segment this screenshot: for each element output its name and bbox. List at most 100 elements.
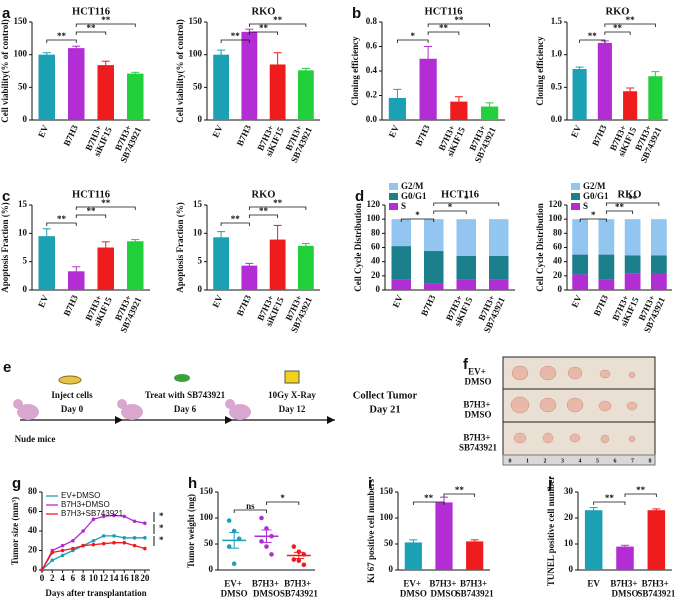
- point: [122, 514, 127, 519]
- x-tick-label: B7H3+ siKIF15: [255, 121, 286, 158]
- bar: [648, 76, 663, 120]
- row-label: EV+ DMSO: [465, 367, 492, 387]
- y-tick-label: 100: [14, 49, 28, 59]
- y-tick-label: 0: [389, 564, 394, 574]
- point: [122, 540, 127, 545]
- y-tick-label: 10: [193, 227, 203, 237]
- legend-label: B7H3+SB743921: [61, 509, 124, 518]
- sig-label: *: [280, 493, 285, 503]
- x-tick-label: 0: [40, 573, 45, 583]
- x-tick-label: B7H3: [413, 123, 432, 148]
- x-tick-label: 20: [140, 573, 150, 583]
- point: [81, 543, 85, 548]
- point: [91, 538, 96, 543]
- y-tick-label: 20: [553, 270, 563, 280]
- ruler-label: 1: [526, 458, 529, 464]
- panel-label: e: [3, 359, 11, 376]
- step-action: 10Gy X-Ray: [268, 390, 316, 400]
- bar: [597, 42, 612, 121]
- bar: [269, 239, 286, 290]
- legend-swatch: [571, 193, 580, 200]
- point: [81, 529, 85, 533]
- x-tick-label: B7H3+ DMSO: [252, 579, 281, 599]
- y-tick-label: 40: [28, 525, 38, 535]
- sig-label: *: [159, 511, 164, 521]
- x-tick-label: B7H3+ siKIF15: [610, 291, 641, 328]
- radiation-icon: [284, 370, 300, 384]
- arrow-head: [115, 416, 123, 424]
- x-tick-label: 18: [130, 573, 140, 583]
- y-tick-label: 50: [204, 538, 214, 548]
- bar: [97, 65, 115, 120]
- y-tick-label: 20: [371, 270, 381, 280]
- sig-bracket: [220, 39, 250, 43]
- bar-segment: [456, 279, 476, 290]
- sig-label: **: [231, 31, 241, 41]
- point: [143, 536, 147, 540]
- y-axis-title: Cell viability(% of control): [175, 19, 185, 123]
- sig-label: **: [57, 31, 67, 41]
- y-tick-label: 1.0: [551, 49, 563, 59]
- y-tick-label: 0: [33, 564, 38, 574]
- legend-label: G2/M: [401, 181, 424, 191]
- y-tick-label: 30: [564, 486, 574, 496]
- point: [301, 562, 307, 568]
- point: [264, 544, 269, 549]
- y-tick-label: 0.8: [366, 16, 378, 26]
- y-tick-label: 5: [23, 256, 28, 266]
- step-action: Treat with SB743921: [145, 390, 226, 400]
- y-tick-label: 80: [371, 227, 381, 237]
- bar-segment: [489, 279, 509, 290]
- point: [112, 513, 116, 518]
- point: [291, 557, 297, 562]
- x-tick-label: EV+ DMSO: [221, 579, 248, 599]
- bar: [241, 265, 258, 290]
- sig-bracket: [248, 214, 279, 218]
- bar: [269, 64, 286, 120]
- sig-label: **: [101, 15, 111, 25]
- sig-label: **: [636, 485, 646, 495]
- panel-label: d: [355, 188, 364, 205]
- sig-label: ns: [246, 501, 255, 511]
- bar: [435, 502, 453, 570]
- bar: [616, 546, 634, 570]
- sig-label: **: [439, 23, 449, 33]
- point: [143, 546, 147, 551]
- panel-label: a: [2, 5, 11, 22]
- sig-label: **: [273, 15, 283, 25]
- bar: [419, 58, 437, 120]
- bar-segment: [489, 219, 509, 256]
- chart-title: RKO: [618, 189, 642, 200]
- bar: [584, 510, 603, 570]
- panel-label: j: [547, 475, 552, 492]
- bar: [38, 54, 56, 120]
- sig-label: *: [159, 535, 164, 545]
- step-day: Day 21: [369, 404, 400, 415]
- x-tick-label: B7H3+ SB743921: [109, 291, 143, 334]
- y-tick-label: 50: [18, 81, 28, 91]
- x-tick-label: EV: [391, 293, 406, 309]
- bar-segment: [651, 255, 667, 273]
- row-label: B7H3+ SB743921: [459, 433, 498, 453]
- drug-icon: [174, 374, 190, 382]
- legend-swatch: [571, 203, 580, 210]
- legend-swatch: [389, 183, 398, 190]
- mouse-icons: [13, 399, 251, 420]
- bar-segment: [424, 219, 444, 252]
- sig-label: **: [605, 493, 615, 503]
- bar-segment: [624, 255, 641, 274]
- y-tick-label: 100: [189, 49, 203, 59]
- sig-label: **: [626, 15, 636, 25]
- step-day: Day 12: [279, 404, 306, 414]
- arrow-head: [225, 416, 233, 424]
- chart-title: RKO: [252, 6, 276, 17]
- tumors: [510, 365, 638, 444]
- point: [269, 552, 274, 557]
- sig-bracket: [427, 31, 460, 35]
- step-action: Inject cells: [51, 390, 93, 400]
- x-tick-label: EV+ DMSO: [400, 579, 427, 599]
- sig-label: **: [87, 23, 97, 33]
- point: [122, 536, 127, 540]
- y-tick-label: 100: [549, 213, 563, 223]
